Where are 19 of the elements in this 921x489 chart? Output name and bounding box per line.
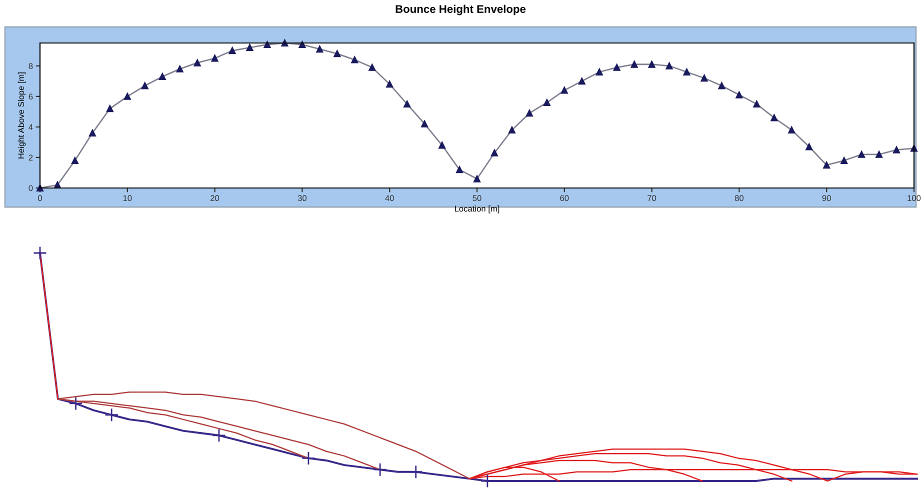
x-tick-label: 90 xyxy=(822,195,831,202)
x-axis-title: Location [m] xyxy=(454,205,500,214)
y-tick-label: 4 xyxy=(28,124,33,130)
x-tick-label: 70 xyxy=(648,195,656,202)
x-tick-label: 30 xyxy=(298,195,307,202)
x-tick-label: 20 xyxy=(210,195,220,202)
y-tick-label: 6 xyxy=(28,94,33,100)
x-tick-label: 100 xyxy=(908,195,921,202)
x-tick-label: 60 xyxy=(560,195,569,202)
y-tick-label: 2 xyxy=(28,154,33,160)
y-axis-title: Height Above Slope [m] xyxy=(18,72,26,158)
x-tick-label: 10 xyxy=(123,195,132,202)
x-tick-label: 50 xyxy=(472,195,482,202)
x-tick-label: 80 xyxy=(734,195,744,202)
y-tick-label: 0 xyxy=(28,185,33,192)
x-tick-label: 0 xyxy=(38,195,42,202)
y-tick-label: 8 xyxy=(28,63,33,69)
x-tick-label: 40 xyxy=(385,195,394,202)
chart-title: Bounce Height Envelope xyxy=(396,4,526,16)
